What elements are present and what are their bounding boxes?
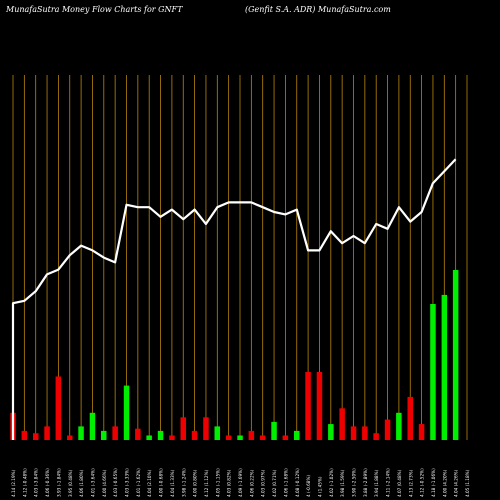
volume-bar <box>350 426 357 440</box>
volume-bar <box>396 412 402 440</box>
x-tick-label: 4.00 (0.80%) <box>193 469 198 497</box>
volume-bar <box>294 430 300 440</box>
volume-bar <box>384 419 391 440</box>
x-tick-label: 4.05 (1.18%) <box>465 469 470 497</box>
x-tick-label: 4.00 (-0.68%) <box>159 468 164 497</box>
x-tick-label: 3.90 (-2.50%) <box>352 468 357 497</box>
chart-subtitle: (Genfit S.A. ADR) MunafaSutra.com <box>245 5 391 14</box>
x-tick-label: 4.06 (1.80%) <box>79 469 84 497</box>
volume-bars <box>10 270 459 440</box>
volume-bar <box>55 376 62 440</box>
volume-bar <box>214 426 220 440</box>
volume-bar <box>373 433 379 440</box>
volume-bar <box>101 430 107 440</box>
volume-bar <box>191 430 198 440</box>
x-tick-label: 4.12 (-0.48%) <box>22 468 27 497</box>
volume-bar <box>21 430 28 440</box>
x-tick-label: 4.07 (0.48%) <box>397 469 402 497</box>
x-tick-label: 4.01 (-3.64%) <box>90 468 95 497</box>
volume-bar <box>282 435 289 440</box>
volume-bar <box>441 294 448 440</box>
volume-bar <box>157 430 164 440</box>
volume-bar <box>418 424 425 440</box>
volume-bar <box>44 426 50 440</box>
x-tick-label: 4.00 (4.66%) <box>102 469 107 497</box>
x-tick-label: 4.03 (-0.65%) <box>113 468 118 497</box>
x-tick-label: 4.04 (2.10%) <box>147 469 152 497</box>
x-tick-label: 4.00 (4.20%) <box>442 469 447 497</box>
x-tick-label: 4.13 (2.73%) <box>408 469 413 497</box>
x-tick-label: 3.94 (1.88%) <box>374 469 379 497</box>
volume-bar <box>271 421 277 440</box>
volume-bar <box>305 372 311 440</box>
x-tick-label: 4.04 (4.26%) <box>454 469 459 497</box>
volume-bar <box>135 428 141 440</box>
volume-bar <box>67 435 73 440</box>
x-tick-label: 4.11 (-2.14%) <box>386 468 391 497</box>
x-tick-label: 4.02 (-1.02%) <box>329 468 334 497</box>
volume-bar <box>452 270 459 440</box>
x-tick-label: 4.01 (-1.62%) <box>136 468 141 497</box>
x-tick-label: 4.05 (-1.15%) <box>215 468 220 497</box>
chart-title: MunafaSutra Money Flow Charts for GNFT <box>6 5 183 14</box>
x-tick-label: 4.02 (0.71%) <box>272 469 277 497</box>
x-tick-label: 4.09 (-1.69%) <box>238 468 243 497</box>
money-flow-line <box>11 158 457 440</box>
volume-bar <box>89 412 96 440</box>
x-tick-label: 3.95 (0.48%) <box>68 469 73 497</box>
x-tick-label: 4.12 (1.12%) <box>204 469 209 497</box>
x-tick-label: 4.03 (-3.84%) <box>34 468 39 497</box>
x-tick-label: 4.03 (0.97%) <box>261 469 266 497</box>
x-tick-label: 4 (1.45%) <box>317 476 322 497</box>
x-tick-label: 4.03 (0.82%) <box>227 469 232 497</box>
volume-bar <box>362 426 368 440</box>
grid-lines <box>12 75 468 440</box>
volume-bar <box>430 304 436 440</box>
x-tick-label: 4.12 (-0.52%) <box>420 468 425 497</box>
volume-bar <box>237 435 243 440</box>
x-tick-label: 4 (-0.68%) <box>306 475 311 497</box>
volume-bar <box>203 417 209 440</box>
x-tick-label: 4.08 (-0.12%) <box>295 468 300 497</box>
x-tick-label: 4.06 (-0.36%) <box>45 468 50 497</box>
x-tick-label: 3.88 (-2.89%) <box>363 468 368 497</box>
x-tick-label: 3.98 (1.59%) <box>340 469 345 497</box>
x-tick-label: 4.14 (2.19%) <box>11 469 16 497</box>
volume-bar <box>180 417 186 440</box>
volume-bar <box>225 435 232 440</box>
volume-bar <box>259 435 266 440</box>
x-tick-labels: 4.14 (2.19%) 4.12 (-0.48%) 4.03 (-3.84%) 4.… <box>11 468 470 497</box>
volume-bar <box>339 408 345 440</box>
volume-bar <box>123 385 130 440</box>
x-tick-label: 4.18 (-1.06%) <box>431 468 436 497</box>
volume-bar <box>407 396 413 440</box>
x-tick-label: 4.03 (-3.33%) <box>125 468 130 497</box>
volume-bar <box>328 424 334 440</box>
volume-bar <box>33 433 39 440</box>
x-tick-label: 3.98 (-1.24%) <box>181 468 186 497</box>
x-tick-label: 4.04 (1.33%) <box>170 469 175 497</box>
x-tick-label: 4.06 (-1.68%) <box>283 468 288 497</box>
volume-bar <box>248 430 255 440</box>
volume-bar <box>112 426 118 440</box>
volume-bar <box>169 435 175 440</box>
volume-bar <box>316 372 323 440</box>
x-tick-label: 3.93 (-1.84%) <box>56 468 61 497</box>
x-tick-label: 4.06 (0.22%) <box>249 469 254 497</box>
volume-bar <box>146 435 152 440</box>
volume-bar <box>78 426 84 440</box>
